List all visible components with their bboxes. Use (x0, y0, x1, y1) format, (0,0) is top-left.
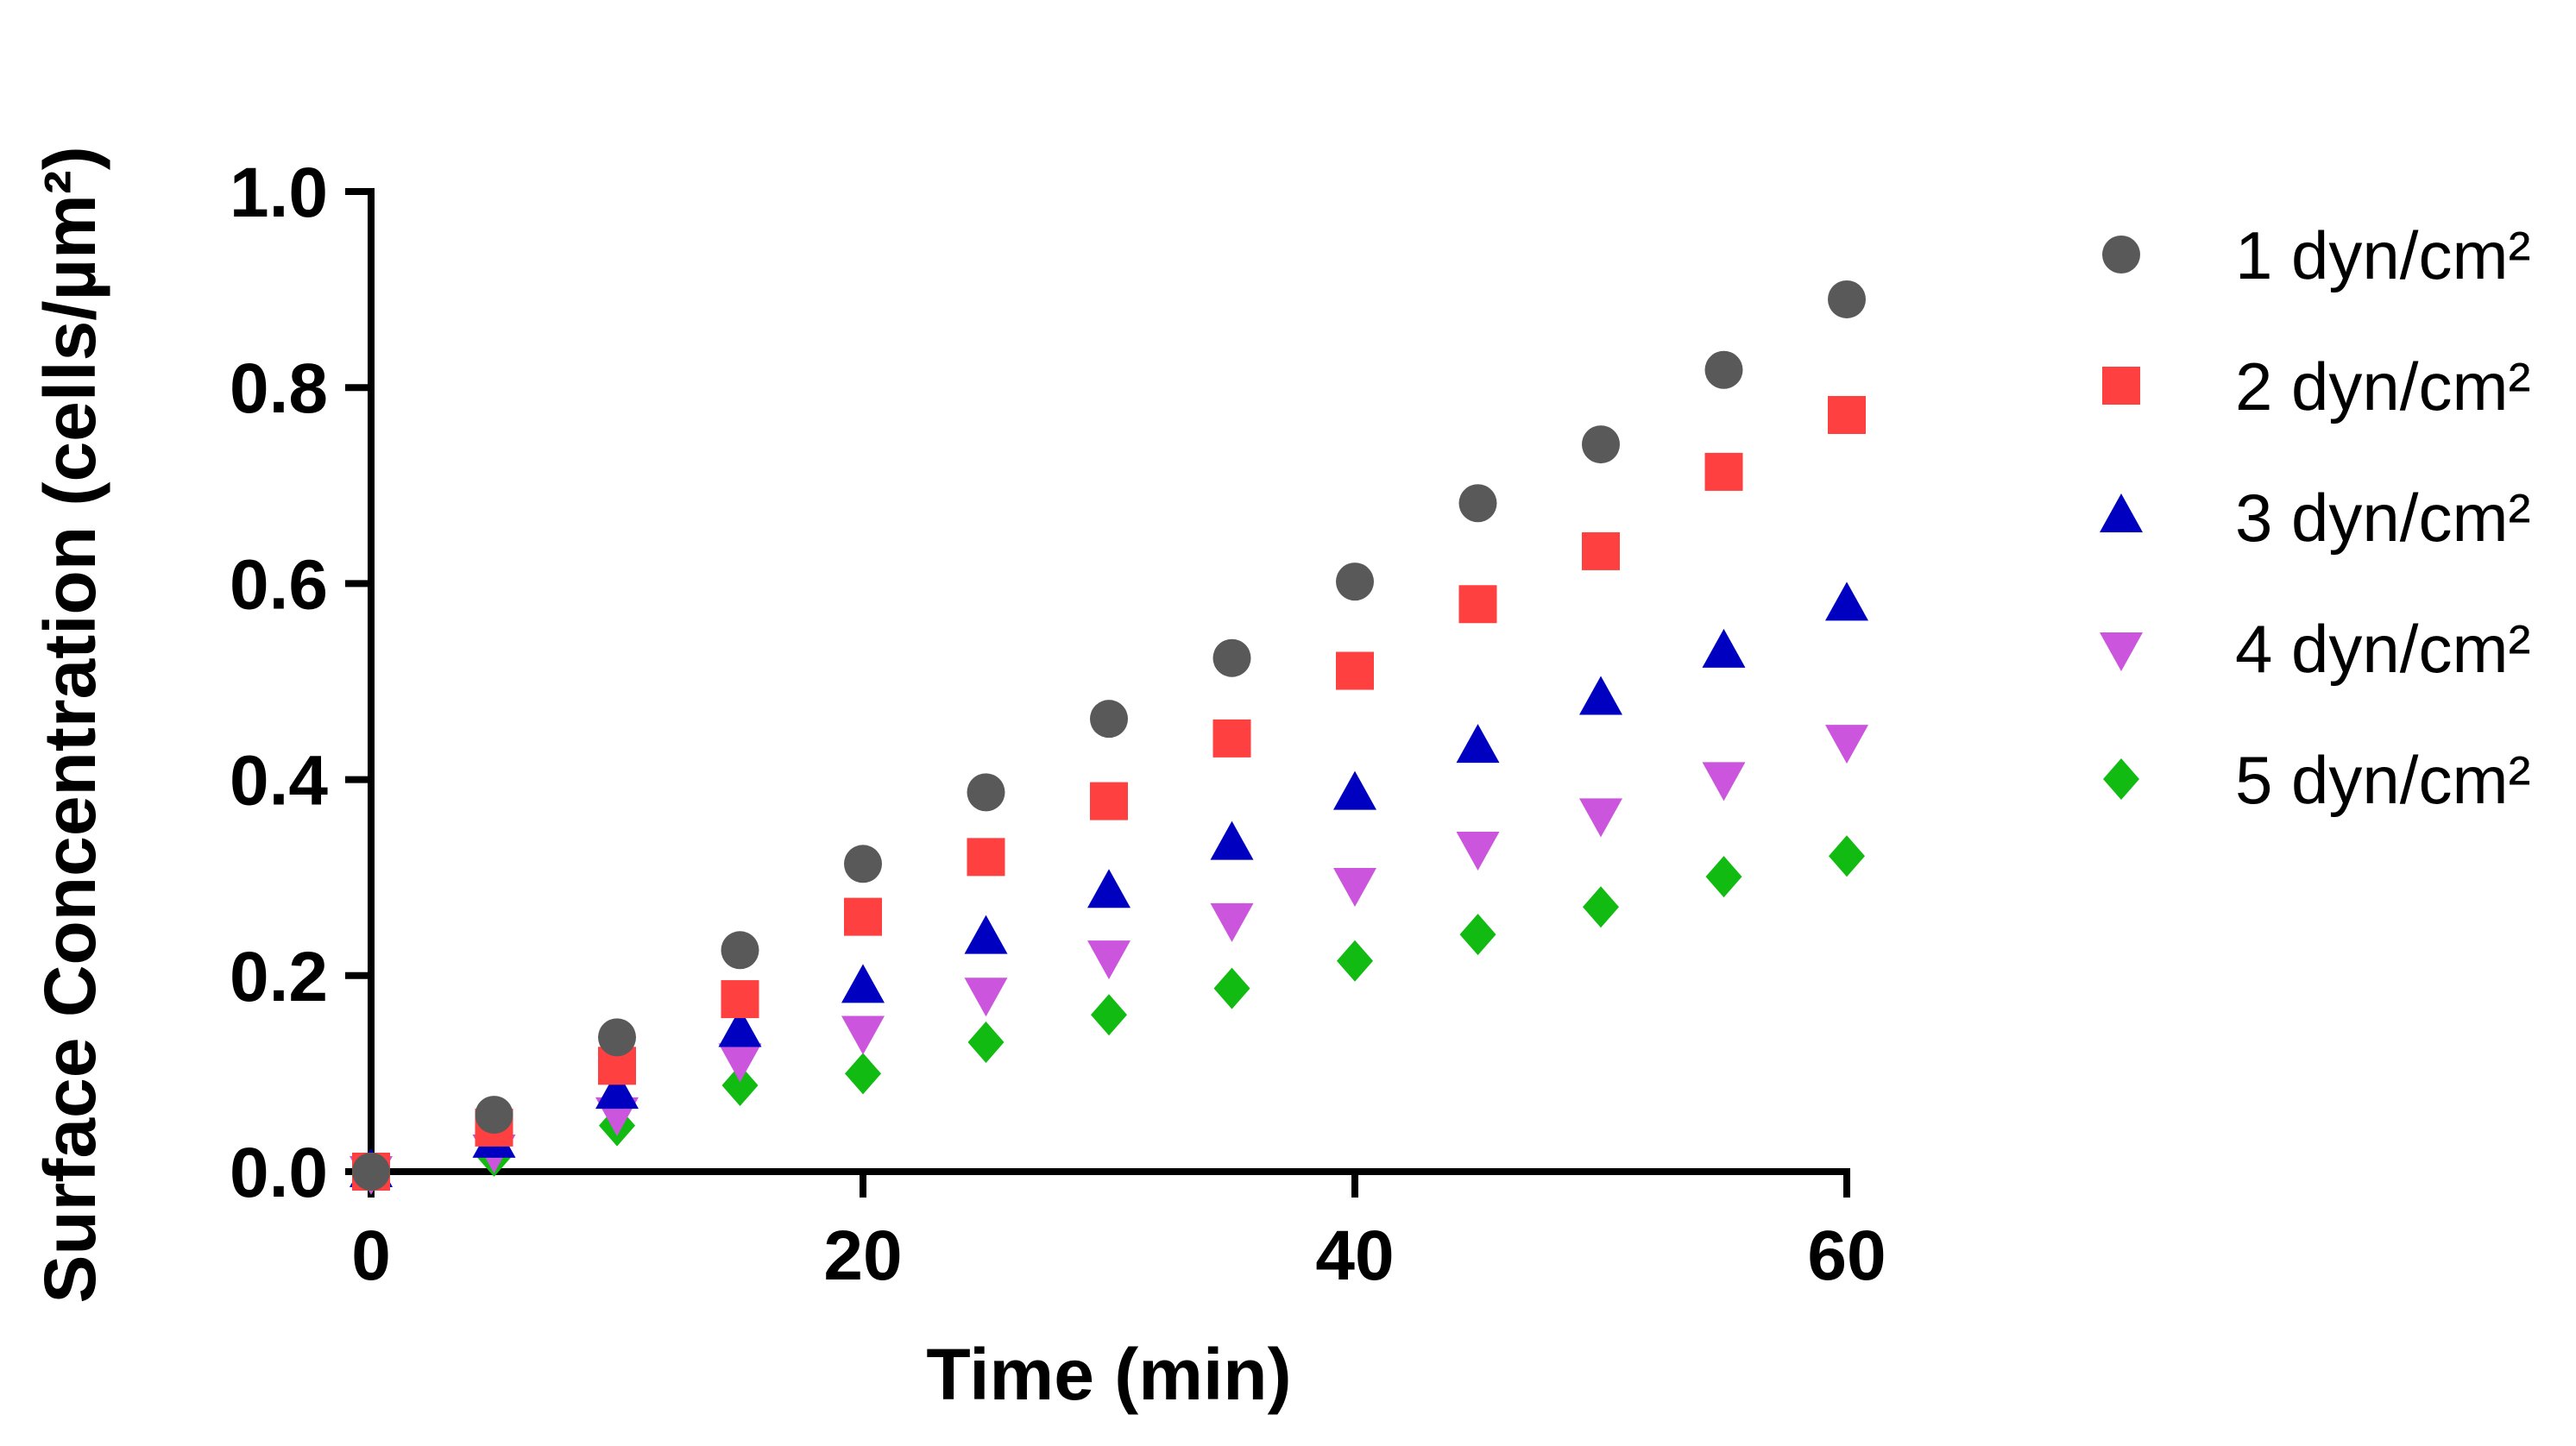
series-1 (352, 280, 1866, 1191)
x-axis-ticks: 0 20 40 60 (351, 1172, 1886, 1295)
data-point (1087, 940, 1131, 979)
data-point (841, 1016, 885, 1055)
x-tick-label: 60 (1807, 1217, 1886, 1295)
data-point (1459, 484, 1497, 522)
legend-label: 2 dyn/cm² (2235, 349, 2530, 424)
data-point (1211, 903, 1254, 942)
data-point (1579, 798, 1622, 837)
y-tick-label: 0.8 (230, 349, 328, 428)
legend-item: 2 dyn/cm² (2102, 349, 2530, 424)
data-point (844, 898, 882, 936)
series-3 (350, 582, 1868, 1187)
data-point (1582, 425, 1620, 463)
data-point (1583, 886, 1619, 927)
data-point (968, 1022, 1005, 1063)
data-point (598, 1018, 636, 1056)
legend-label: 4 dyn/cm² (2235, 611, 2530, 687)
data-point (844, 845, 882, 883)
data-point (841, 964, 885, 1003)
data-point (1829, 835, 1865, 877)
x-axis-title: Time (min) (926, 1334, 1291, 1415)
x-tick-label: 40 (1315, 1217, 1394, 1295)
legend-item: 1 dyn/cm² (2102, 217, 2530, 293)
x-tick-label: 0 (351, 1217, 391, 1295)
data-point (1825, 582, 1868, 620)
y-axis-title: Surface Concentration (cells/µm²) (29, 146, 110, 1303)
y-tick-label: 0.6 (230, 545, 328, 624)
data-point (1457, 832, 1500, 871)
data-point (1460, 914, 1496, 955)
data-markers (350, 280, 1868, 1195)
data-point (1333, 868, 1376, 907)
data-point (476, 1096, 513, 1134)
chart: 0.0 0.2 0.4 0.6 0.8 1.0 0 20 40 60 Time (min) Su… (0, 0, 2576, 1446)
data-point (965, 915, 1008, 954)
data-point (352, 1153, 390, 1191)
data-point (1706, 856, 1742, 897)
data-point (1336, 563, 1374, 600)
data-point (1336, 652, 1374, 690)
data-point (719, 1043, 762, 1082)
data-point (1090, 783, 1128, 820)
legend-label: 3 dyn/cm² (2235, 480, 2530, 556)
scatter-plot: 0.0 0.2 0.4 0.6 0.8 1.0 0 20 40 60 Time (min) Su… (0, 0, 2576, 1446)
legend-marker (2102, 236, 2140, 273)
data-point (1333, 771, 1376, 810)
y-tick-label: 1.0 (230, 154, 328, 232)
data-point (1091, 994, 1127, 1035)
data-point (721, 931, 759, 969)
data-point (967, 838, 1005, 876)
legend-marker (2102, 367, 2140, 405)
data-point (1337, 940, 1373, 982)
data-point (1211, 821, 1254, 860)
legend-label: 5 dyn/cm² (2235, 742, 2530, 818)
data-point (1090, 700, 1128, 738)
y-tick-label: 0.2 (230, 938, 328, 1016)
x-tick-label: 20 (823, 1217, 902, 1295)
data-point (1579, 676, 1622, 714)
legend-item: 3 dyn/cm² (2100, 480, 2530, 556)
y-tick-label: 0.4 (230, 742, 328, 820)
data-point (1087, 869, 1131, 908)
data-point (1213, 720, 1251, 758)
series-2 (352, 396, 1866, 1191)
y-axis-ticks: 0.0 0.2 0.4 0.6 0.8 1.0 (230, 154, 371, 1212)
data-point (1703, 762, 1746, 801)
legend-label: 1 dyn/cm² (2235, 217, 2530, 293)
data-point (845, 1053, 881, 1094)
legend-marker (2103, 758, 2139, 800)
data-point (1705, 351, 1743, 389)
data-point (1825, 725, 1868, 764)
legend-item: 5 dyn/cm² (2103, 742, 2530, 818)
data-point (1459, 585, 1497, 623)
data-point (1828, 280, 1866, 318)
y-tick-label: 0.0 (230, 1134, 328, 1212)
legend-marker (2100, 494, 2143, 532)
data-point (1214, 968, 1250, 1009)
data-point (1828, 396, 1866, 434)
data-point (965, 978, 1008, 1016)
data-point (1582, 532, 1620, 570)
data-point (721, 980, 759, 1018)
legend-marker (2100, 632, 2143, 671)
data-point (1703, 629, 1746, 668)
data-point (1457, 724, 1500, 763)
data-point (1705, 453, 1743, 491)
legend: 1 dyn/cm² 2 dyn/cm² 3 dyn/cm² 4 dyn/cm² 5 dy… (2100, 217, 2530, 818)
legend-item: 4 dyn/cm² (2100, 611, 2530, 687)
data-point (1213, 639, 1251, 677)
data-point (967, 773, 1005, 811)
